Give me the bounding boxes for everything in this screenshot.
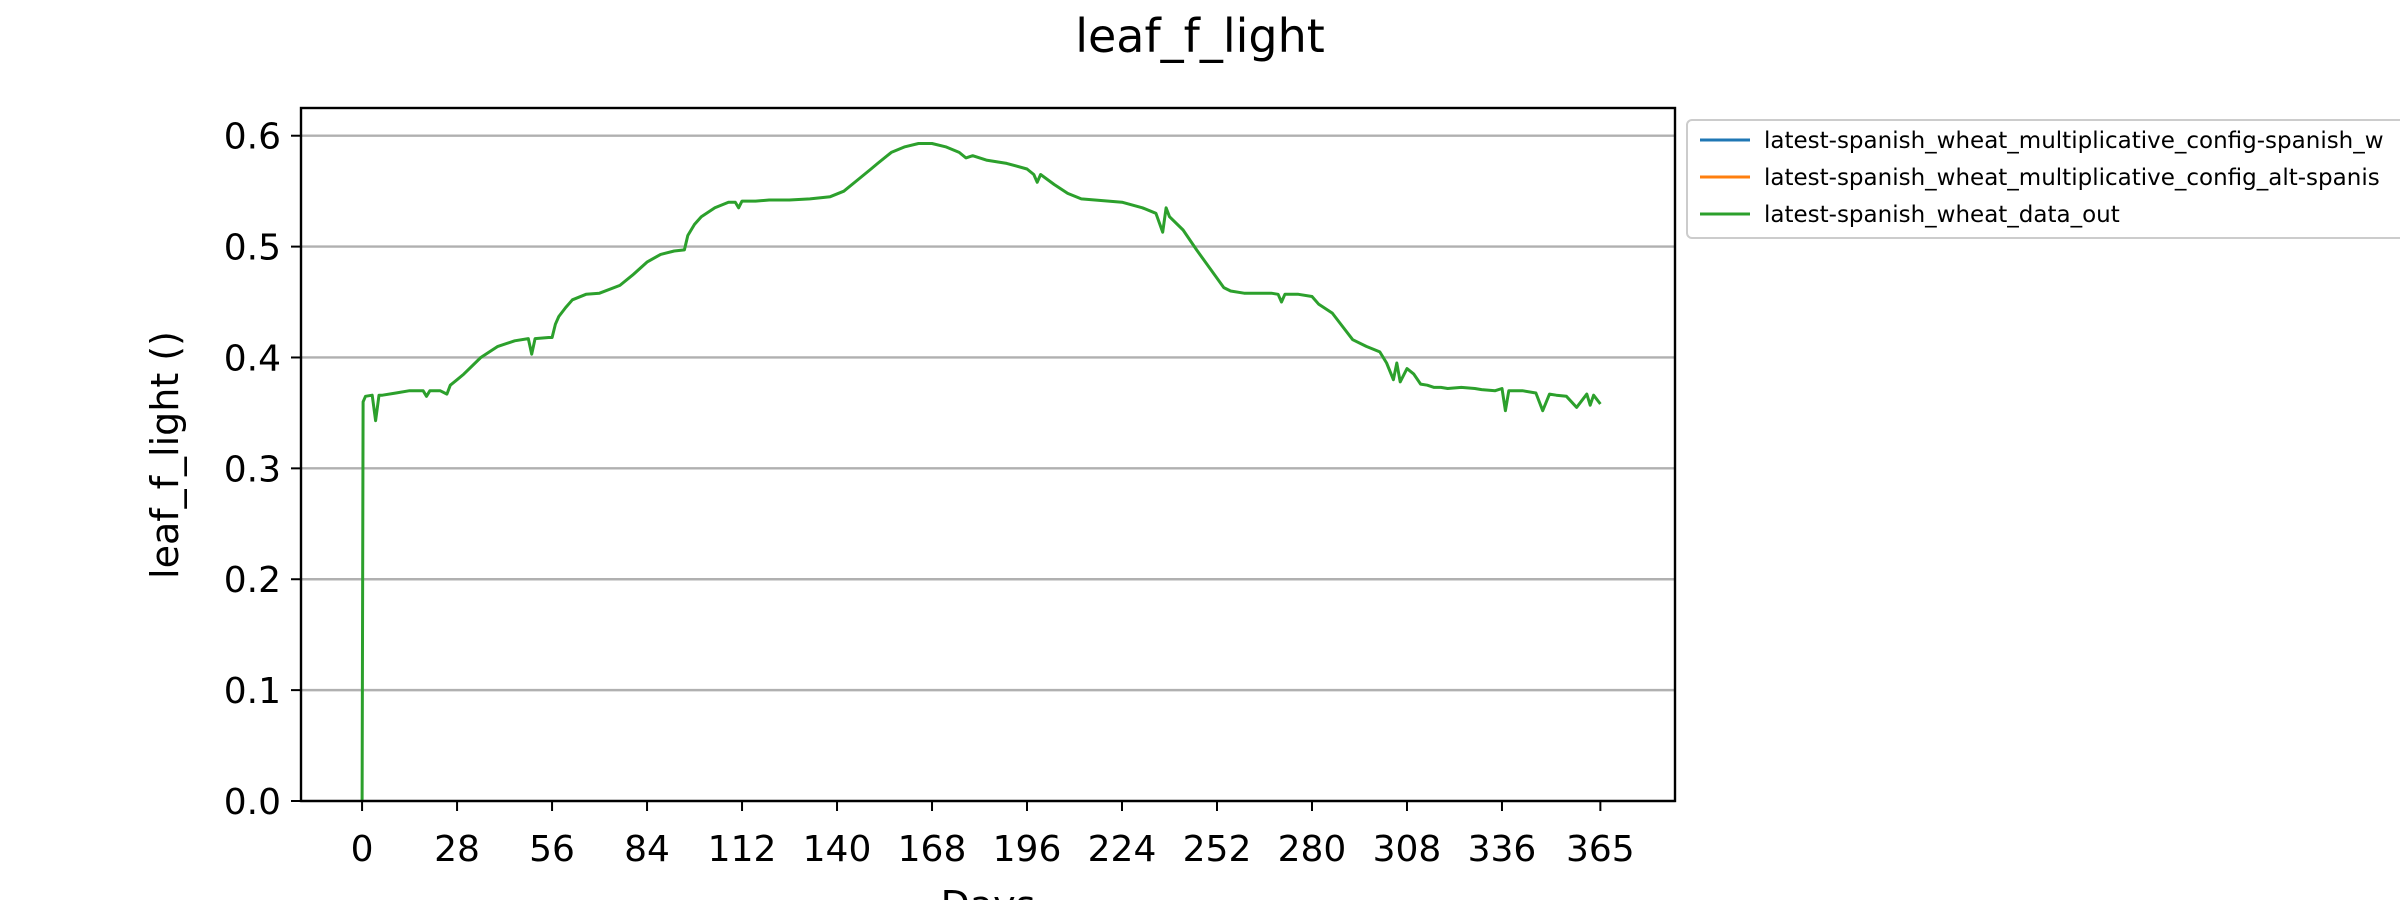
x-tick-label: 56 [529, 829, 575, 870]
x-axis: 0 28 56 84 112 140 168 196 224 252 280 308 336 365 [351, 801, 1635, 870]
x-tick-label: 140 [803, 829, 872, 870]
y-tick-label: 0.2 [224, 560, 281, 601]
legend-label-1: latest-spanish_wheat_multiplicative_conf… [1764, 165, 2380, 191]
y-axis-label: leaf_f_light () [143, 331, 187, 579]
y-tick-label: 0.4 [224, 338, 281, 379]
x-tick-label: 0 [351, 829, 374, 870]
series-line-2 [360, 142, 1602, 802]
x-tick-label: 28 [434, 829, 480, 870]
y-tick-label: 0.3 [224, 449, 281, 490]
y-tick-label: 0.5 [224, 228, 281, 269]
y-tick-label: 0.6 [224, 117, 281, 158]
series-lines [360, 142, 1602, 802]
x-tick-label: 308 [1373, 829, 1442, 870]
x-tick-label: 196 [993, 829, 1062, 870]
y-tick-label: 0.0 [224, 782, 281, 823]
legend-label-2: latest-spanish_wheat_data_out [1764, 202, 2120, 228]
x-tick-label: 84 [624, 829, 670, 870]
x-tick-label: 336 [1468, 829, 1537, 870]
x-tick-label: 112 [708, 829, 777, 870]
y-axis: 0.0 0.1 0.2 0.3 0.4 0.5 0.6 [224, 117, 301, 823]
x-tick-label: 280 [1278, 829, 1347, 870]
chart-title: leaf_f_light [1075, 9, 1325, 63]
plot-frame [299, 106, 1677, 803]
x-tick-label: 168 [898, 829, 967, 870]
x-tick-label: 365 [1566, 829, 1635, 870]
y-tick-label: 0.1 [224, 671, 281, 712]
legend: latest-spanish_wheat_multiplicative_conf… [1686, 119, 2400, 239]
x-axis-label: Days [941, 883, 1036, 900]
legend-label-0: latest-spanish_wheat_multiplicative_conf… [1764, 128, 2384, 154]
x-tick-label: 224 [1088, 829, 1157, 870]
x-tick-label: 252 [1183, 829, 1252, 870]
legend-frame [1686, 119, 2400, 239]
